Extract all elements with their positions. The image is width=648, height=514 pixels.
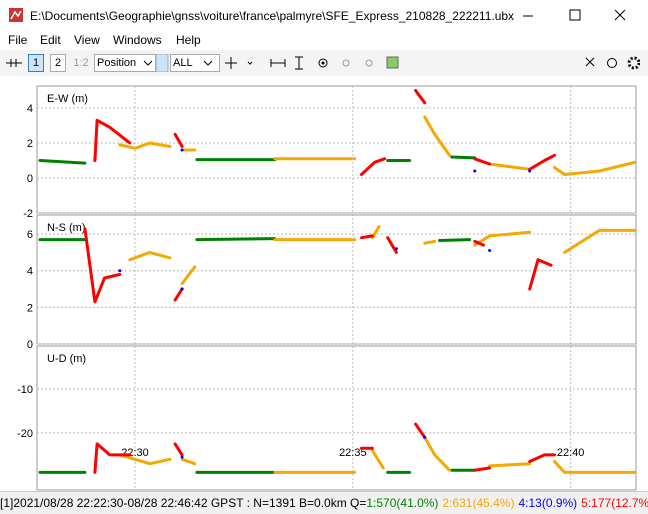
y-tick-label: -20: [17, 428, 33, 440]
y-tick-label: 4: [27, 103, 33, 115]
menu-bar: File Edit View Windows Help: [0, 32, 648, 50]
window-title: E:\Documents\Geographie\gnss\voiture\fra…: [30, 9, 515, 23]
title-bar: E:\Documents\Geographie\gnss\voiture\fra…: [0, 0, 648, 32]
toolbar-icons[interactable]: [140, 54, 640, 72]
series-group: [38, 89, 636, 176]
plot-type-select[interactable]: Position: [94, 54, 156, 72]
axis-label: U-D (m): [47, 353, 86, 365]
plot-background: [37, 86, 636, 490]
series-group: [38, 225, 636, 304]
menu-item[interactable]: File: [8, 33, 28, 47]
series-line: [118, 435, 636, 474]
series-line: [180, 435, 427, 459]
menu-item[interactable]: Edit: [40, 33, 61, 47]
quality-select[interactable]: ALL: [170, 54, 220, 72]
series-line: [93, 89, 556, 176]
y-tick-label: 0: [27, 339, 33, 351]
series-line: [38, 155, 477, 165]
menu-item[interactable]: Windows: [113, 33, 162, 47]
button-1[interactable]: 1: [28, 54, 44, 72]
button-2[interactable]: 2: [50, 54, 66, 72]
quality-count: 5:177(12.7%): [581, 496, 648, 510]
y-tick-label: 4: [27, 266, 33, 278]
window-controls[interactable]: [510, 6, 640, 26]
series-line: [180, 148, 532, 173]
y-tick-label: 0: [27, 173, 33, 185]
menu-item[interactable]: View: [74, 33, 100, 47]
x-tick-label: 22:40: [557, 447, 585, 459]
status-text: [1]2021/08/28 22:22:30-08/28 22:46:42 GP…: [0, 496, 367, 510]
axis-label: E-W (m): [47, 93, 88, 105]
panel-frame: [36, 214, 637, 345]
axis-label: N-S (m): [47, 222, 86, 234]
series-line: [38, 237, 472, 242]
y-tick-label: 2: [27, 302, 33, 314]
panel-frame: [36, 85, 637, 214]
status-bar: [1]2021/08/28 22:22:30-08/28 22:46:42 GP…: [0, 491, 648, 514]
series-line: [118, 115, 636, 176]
toolbar: 1 2 1:2 Position ALL: [0, 50, 648, 76]
y-tick-label: 2: [27, 138, 33, 150]
quality-count: 1:570(41.0%): [366, 496, 439, 510]
series-group: [38, 422, 636, 474]
toolbar-grip: [6, 59, 22, 67]
series-line: [128, 225, 636, 285]
menu-item[interactable]: Help: [176, 33, 201, 47]
y-tick-label: -10: [17, 384, 33, 396]
y-tick-label: 6: [27, 229, 33, 241]
series-line: [83, 227, 553, 304]
quality-count: 2:631(45.4%): [442, 496, 515, 510]
x-tick-label: 22:35: [339, 447, 367, 459]
app-icon: [9, 8, 23, 22]
button-1-2[interactable]: 1:2: [73, 57, 89, 69]
series-line: [38, 468, 477, 474]
series-line: [93, 422, 556, 474]
panel-frame: [36, 345, 637, 491]
y-tick-label: -2: [23, 208, 33, 220]
quality-count: 4:13(0.9%): [518, 496, 578, 510]
series-line: [118, 247, 492, 291]
